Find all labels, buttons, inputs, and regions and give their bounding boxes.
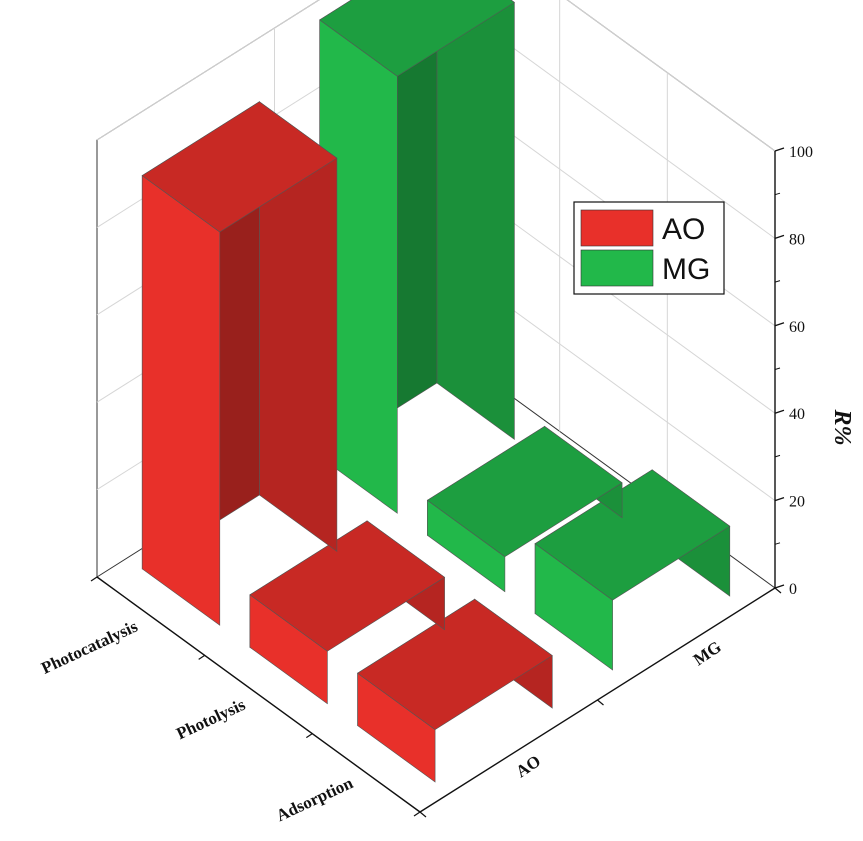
value-minor-tick xyxy=(774,542,781,545)
series-tick xyxy=(597,699,604,706)
legend-label-ao: AO xyxy=(662,213,705,246)
category-axis xyxy=(96,576,421,813)
series-axis-label: MG xyxy=(690,637,725,669)
bar-ao-photocatalysis-top xyxy=(141,101,338,233)
category-label: Photocatalysis xyxy=(38,616,141,677)
category-tick xyxy=(413,811,421,817)
value-minor-tick xyxy=(774,280,781,283)
category-label: Photolysis xyxy=(173,695,248,744)
value-minor-tick xyxy=(774,192,781,196)
category-tick xyxy=(90,576,98,582)
bar-mg-photocatalysis-top xyxy=(319,0,515,77)
value-tick-label: 80 xyxy=(789,231,805,248)
bar-mg-photolysis-top xyxy=(426,426,623,558)
value-minor-tick xyxy=(774,454,781,458)
category-tick xyxy=(306,733,313,739)
bar-mg-adsorption-top xyxy=(534,469,731,601)
value-axis-title: R% xyxy=(829,409,855,446)
bars xyxy=(141,0,731,783)
series-tick xyxy=(774,587,782,594)
legend-swatch-ao xyxy=(580,209,654,247)
value-tick-label: 100 xyxy=(789,144,813,161)
value-tick xyxy=(774,322,785,327)
value-tick xyxy=(774,409,785,414)
bar-mg-photocatalysis-side xyxy=(436,0,515,440)
value-minor-tick xyxy=(774,367,781,370)
legend: AO MG xyxy=(573,201,725,295)
bar-ao-adsorption-top xyxy=(357,598,553,730)
value-tick xyxy=(774,147,785,152)
legend-swatch-mg xyxy=(580,249,654,287)
value-tick xyxy=(774,496,785,502)
bar-ao-photocatalysis xyxy=(141,175,221,626)
value-tick-label: 20 xyxy=(789,494,805,511)
bar-ao-photolysis-top xyxy=(249,520,446,652)
category-tick xyxy=(198,654,205,660)
value-tick-label: 40 xyxy=(789,406,805,423)
value-tick-label: 60 xyxy=(789,319,805,336)
value-tick-label: 0 xyxy=(789,581,797,598)
series-axis-label: AO xyxy=(512,751,544,781)
value-tick xyxy=(774,584,785,589)
legend-label-mg: MG xyxy=(662,253,710,286)
value-tick xyxy=(774,234,785,240)
gridline xyxy=(566,0,776,152)
category-label: Adsorption xyxy=(273,773,356,825)
series-tick xyxy=(419,811,427,818)
